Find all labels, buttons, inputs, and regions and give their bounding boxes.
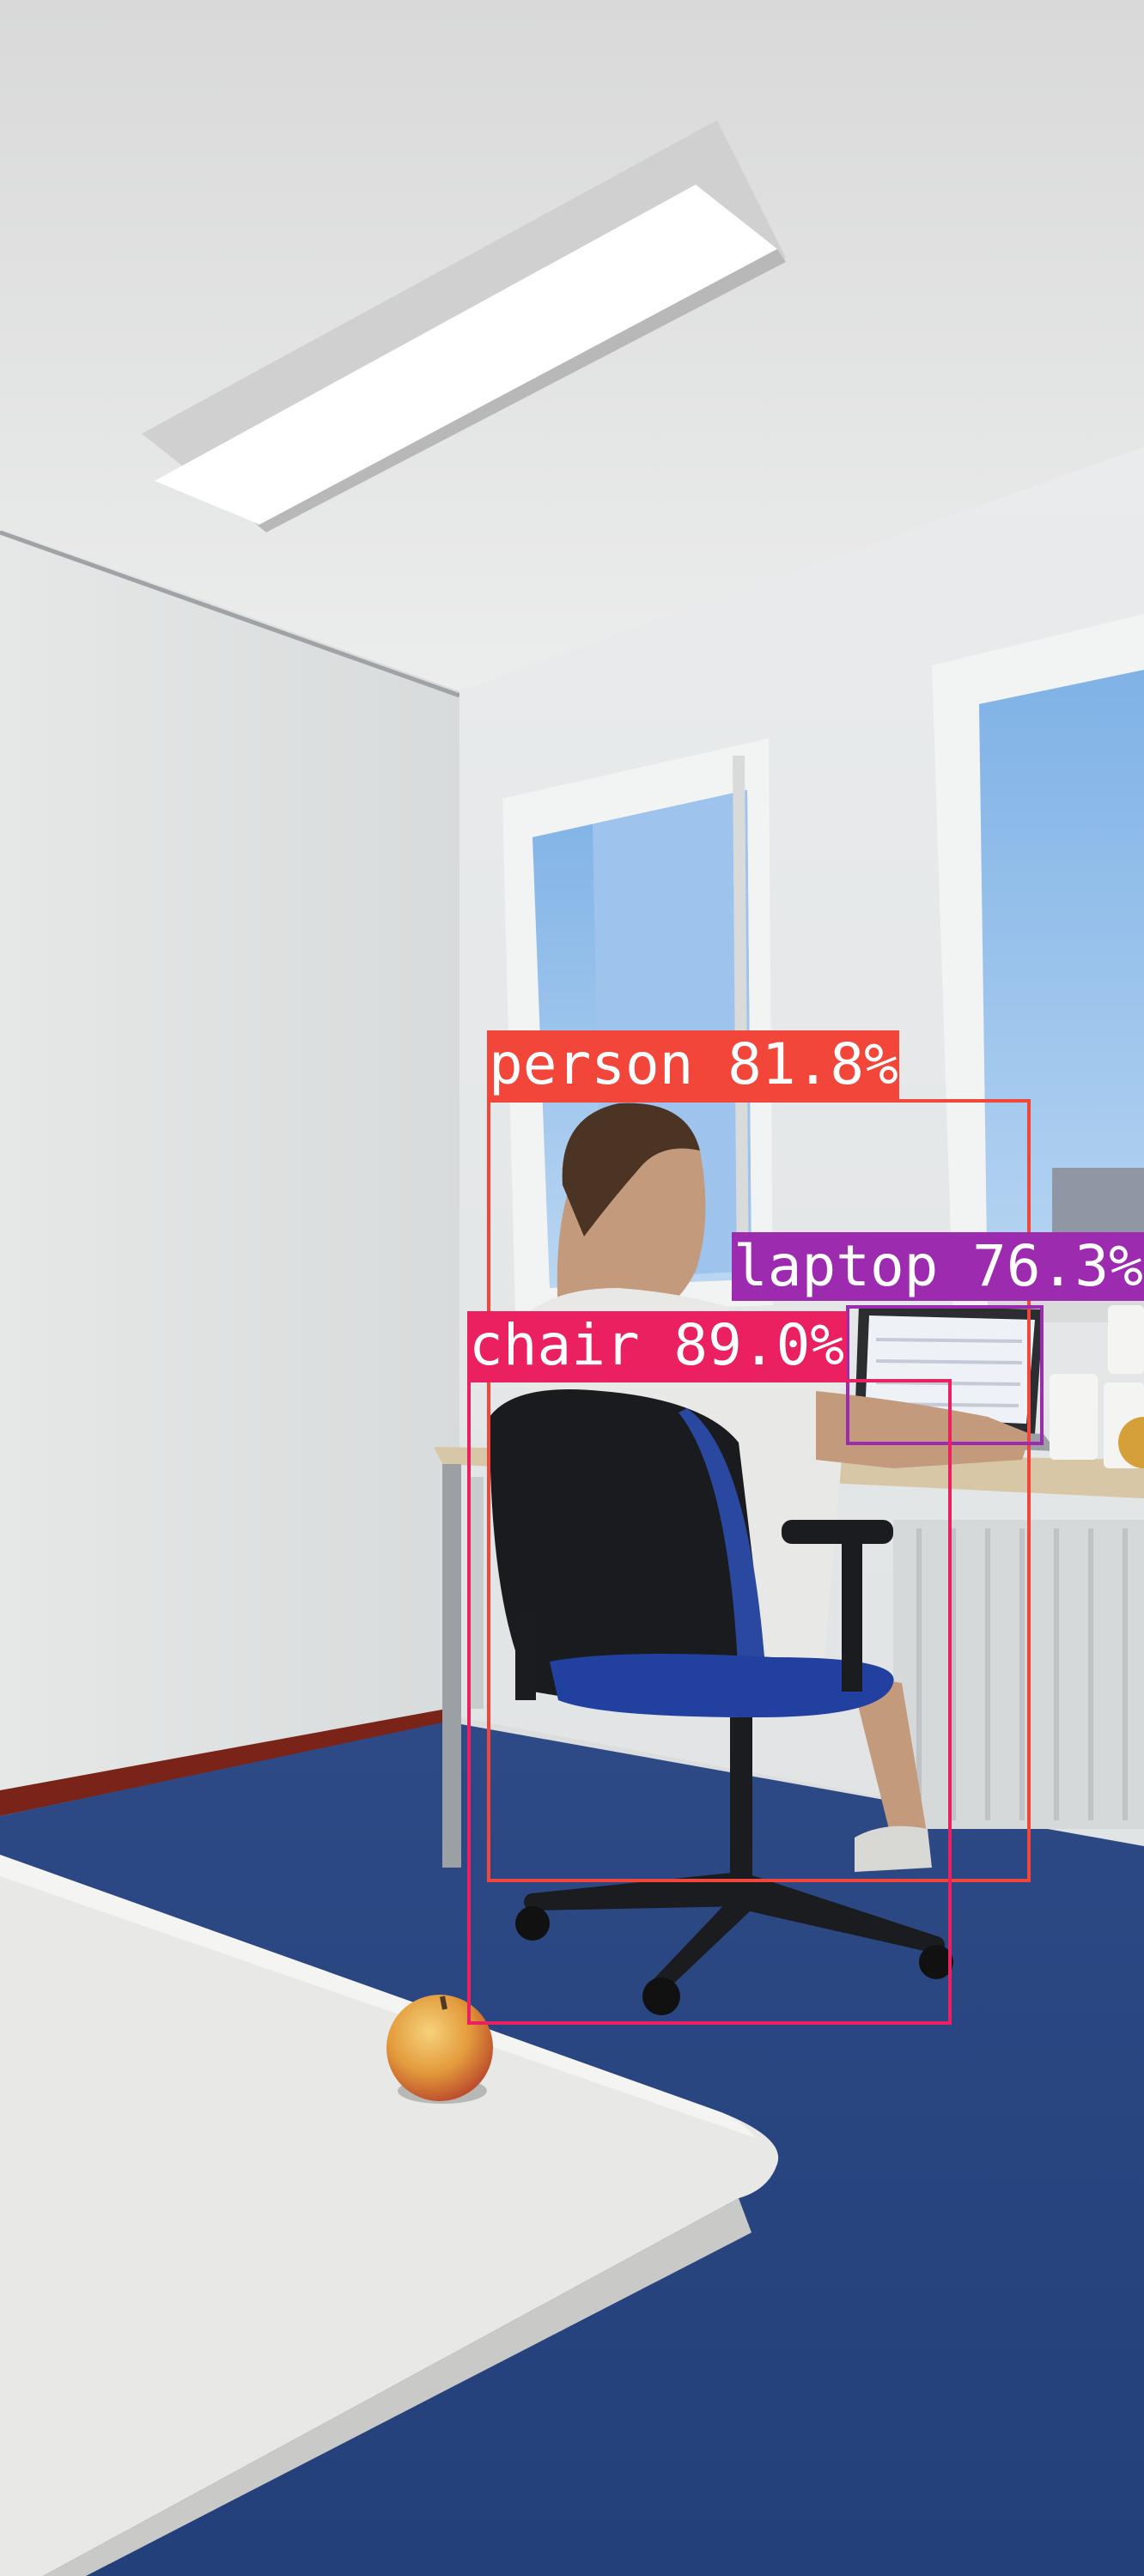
office-chair: [490, 1389, 953, 2015]
skirting-board: [0, 1709, 447, 1816]
chair-detection-box: [467, 1379, 952, 2025]
radiator: [893, 1520, 1144, 1829]
chair-detection-label: chair 89.0%: [467, 1311, 847, 1380]
person-detection-label: person 81.8%: [487, 1030, 899, 1099]
laptop-detection-box: [846, 1305, 1044, 1445]
person-detection-box: [487, 1099, 1031, 1882]
apple: [386, 1995, 493, 2104]
laptop-detection-label: laptop 76.3%: [732, 1232, 1144, 1301]
cup: [1050, 1374, 1098, 1460]
foreground-table: [0, 1855, 779, 2576]
left-wall: [0, 528, 459, 1803]
